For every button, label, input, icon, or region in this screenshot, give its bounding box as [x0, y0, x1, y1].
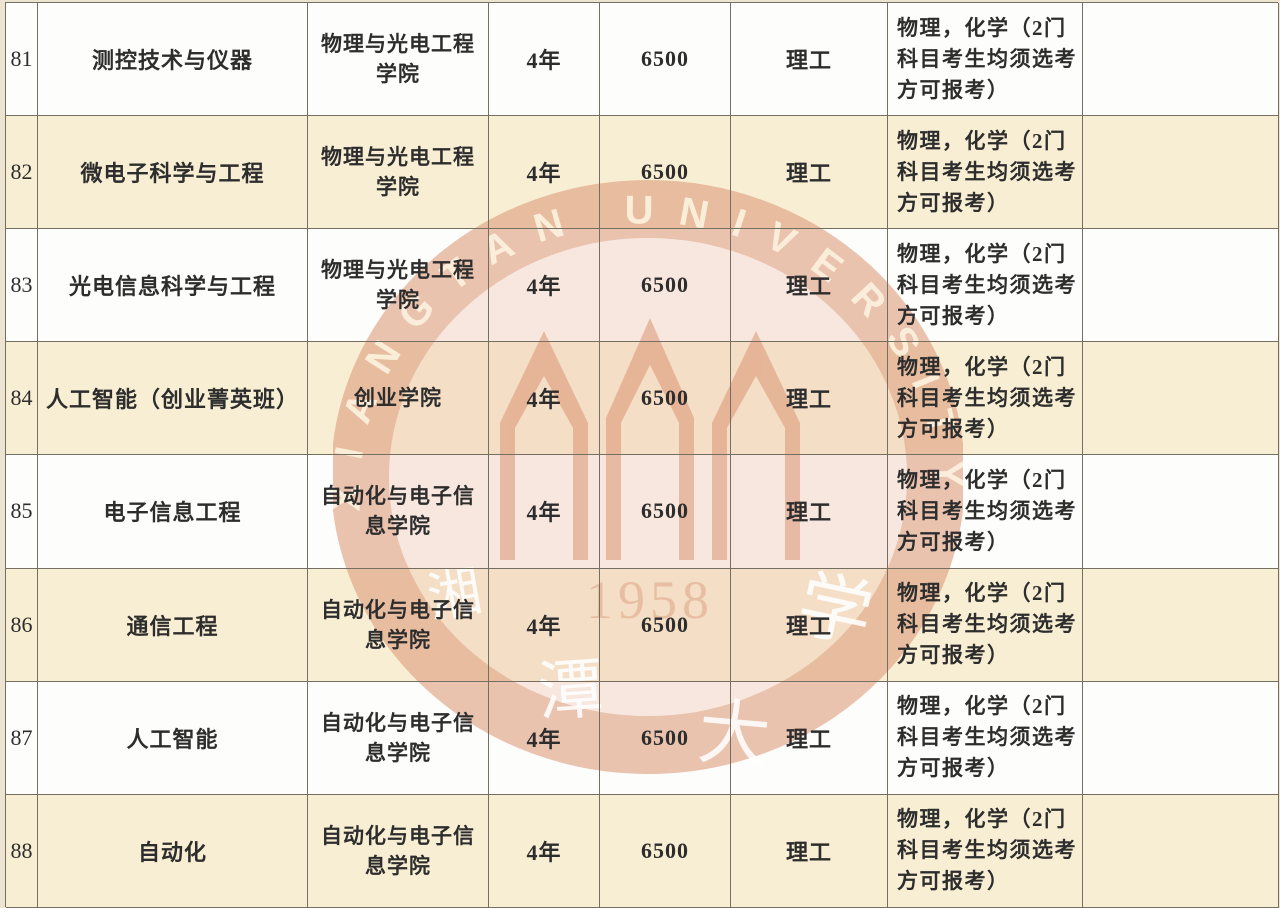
- admissions-table: XIANGTAN UNIVERSITY 1958 湘 潭 大 学 81 测控技术…: [5, 2, 1279, 908]
- row-number-cell: 87: [6, 681, 38, 795]
- subjects-cell: 物理，化学（2门科目考生均须选考方可报考）: [888, 455, 1083, 569]
- college-cell: 物理与光电工程学院: [308, 3, 489, 117]
- subjects-requirement-text: 物理，化学（2门科目考生均须选考方可报考）: [897, 128, 1077, 215]
- row-stripe: [5, 2, 1278, 116]
- major-cell: 通信工程: [38, 568, 308, 682]
- tuition-cell: 6500: [600, 455, 731, 569]
- category-cell: 理工: [731, 229, 888, 343]
- college-name: 物理与光电工程学院: [321, 145, 475, 200]
- row-number-cell: 88: [6, 794, 38, 908]
- row-number-cell: 86: [6, 568, 38, 682]
- subjects-cell: 物理，化学（2门科目考生均须选考方可报考）: [888, 794, 1083, 908]
- duration-cell: 4年: [489, 794, 600, 908]
- subjects-requirement-text: 物理，化学（2门科目考生均须选考方可报考）: [897, 694, 1077, 781]
- subjects-requirement-text: 物理，化学（2门科目考生均须选考方可报考）: [897, 807, 1077, 894]
- duration-cell: 4年: [489, 3, 600, 117]
- tuition-cell: 6500: [600, 3, 731, 117]
- row-number-cell: 81: [6, 3, 38, 117]
- row-number-cell: 82: [6, 116, 38, 230]
- subjects-requirement-text: 物理，化学（2门科目考生均须选考方可报考）: [897, 354, 1077, 441]
- tuition-cell: 6500: [600, 229, 731, 343]
- duration-cell: 4年: [489, 681, 600, 795]
- college-name: 自动化与电子信息学院: [321, 823, 475, 878]
- duration-cell: 4年: [489, 342, 600, 456]
- subjects-requirement-text: 物理，化学（2门科目考生均须选考方可报考）: [897, 15, 1077, 102]
- duration-cell: 4年: [489, 116, 600, 230]
- note-cell: [1083, 681, 1279, 795]
- row-number-cell: 83: [6, 229, 38, 343]
- note-cell: [1083, 116, 1279, 230]
- category-cell: 理工: [731, 455, 888, 569]
- row-number-cell: 85: [6, 455, 38, 569]
- tuition-cell: 6500: [600, 568, 731, 682]
- subjects-cell: 物理，化学（2门科目考生均须选考方可报考）: [888, 3, 1083, 117]
- college-cell: 自动化与电子信息学院: [308, 455, 489, 569]
- major-cell: 光电信息科学与工程: [38, 229, 308, 343]
- duration-cell: 4年: [489, 229, 600, 343]
- major-cell: 人工智能（创业菁英班）: [38, 342, 308, 456]
- note-cell: [1083, 229, 1279, 343]
- category-cell: 理工: [731, 3, 888, 117]
- note-cell: [1083, 455, 1279, 569]
- tuition-cell: 6500: [600, 681, 731, 795]
- college-name: 创业学院: [354, 386, 442, 411]
- row-stripe: [5, 793, 1278, 907]
- college-name: 自动化与电子信息学院: [321, 597, 475, 652]
- major-cell: 测控技术与仪器: [38, 3, 308, 117]
- subjects-requirement-text: 物理，化学（2门科目考生均须选考方可报考）: [897, 581, 1077, 668]
- major-cell: 自动化: [38, 794, 308, 908]
- subjects-requirement-text: 物理，化学（2门科目考生均须选考方可报考）: [897, 467, 1077, 554]
- tuition-cell: 6500: [600, 794, 731, 908]
- tuition-cell: 6500: [600, 342, 731, 456]
- college-name: 物理与光电工程学院: [321, 32, 475, 87]
- major-cell: 电子信息工程: [38, 455, 308, 569]
- note-cell: [1083, 3, 1279, 117]
- note-cell: [1083, 568, 1279, 682]
- college-cell: 自动化与电子信息学院: [308, 794, 489, 908]
- category-cell: 理工: [731, 116, 888, 230]
- major-cell: 人工智能: [38, 681, 308, 795]
- row-number-cell: 84: [6, 342, 38, 456]
- major-cell: 微电子科学与工程: [38, 116, 308, 230]
- subjects-cell: 物理，化学（2门科目考生均须选考方可报考）: [888, 568, 1083, 682]
- category-cell: 理工: [731, 568, 888, 682]
- note-cell: [1083, 794, 1279, 908]
- college-cell: 自动化与电子信息学院: [308, 681, 489, 795]
- table-grid: 81 测控技术与仪器 物理与光电工程学院 4年 6500 理工 物理，化学（2门…: [5, 2, 1279, 908]
- subjects-cell: 物理，化学（2门科目考生均须选考方可报考）: [888, 229, 1083, 343]
- college-name: 自动化与电子信息学院: [321, 710, 475, 765]
- category-cell: 理工: [731, 794, 888, 908]
- category-cell: 理工: [731, 681, 888, 795]
- college-cell: 创业学院: [308, 342, 489, 456]
- category-cell: 理工: [731, 342, 888, 456]
- subjects-cell: 物理，化学（2门科目考生均须选考方可报考）: [888, 681, 1083, 795]
- subjects-cell: 物理，化学（2门科目考生均须选考方可报考）: [888, 116, 1083, 230]
- duration-cell: 4年: [489, 568, 600, 682]
- college-cell: 自动化与电子信息学院: [308, 568, 489, 682]
- college-name: 自动化与电子信息学院: [321, 484, 475, 539]
- tuition-cell: 6500: [600, 116, 731, 230]
- subjects-cell: 物理，化学（2门科目考生均须选考方可报考）: [888, 342, 1083, 456]
- college-cell: 物理与光电工程学院: [308, 116, 489, 230]
- college-cell: 物理与光电工程学院: [308, 229, 489, 343]
- subjects-requirement-text: 物理，化学（2门科目考生均须选考方可报考）: [897, 241, 1077, 328]
- note-cell: [1083, 342, 1279, 456]
- duration-cell: 4年: [489, 455, 600, 569]
- college-name: 物理与光电工程学院: [321, 258, 475, 313]
